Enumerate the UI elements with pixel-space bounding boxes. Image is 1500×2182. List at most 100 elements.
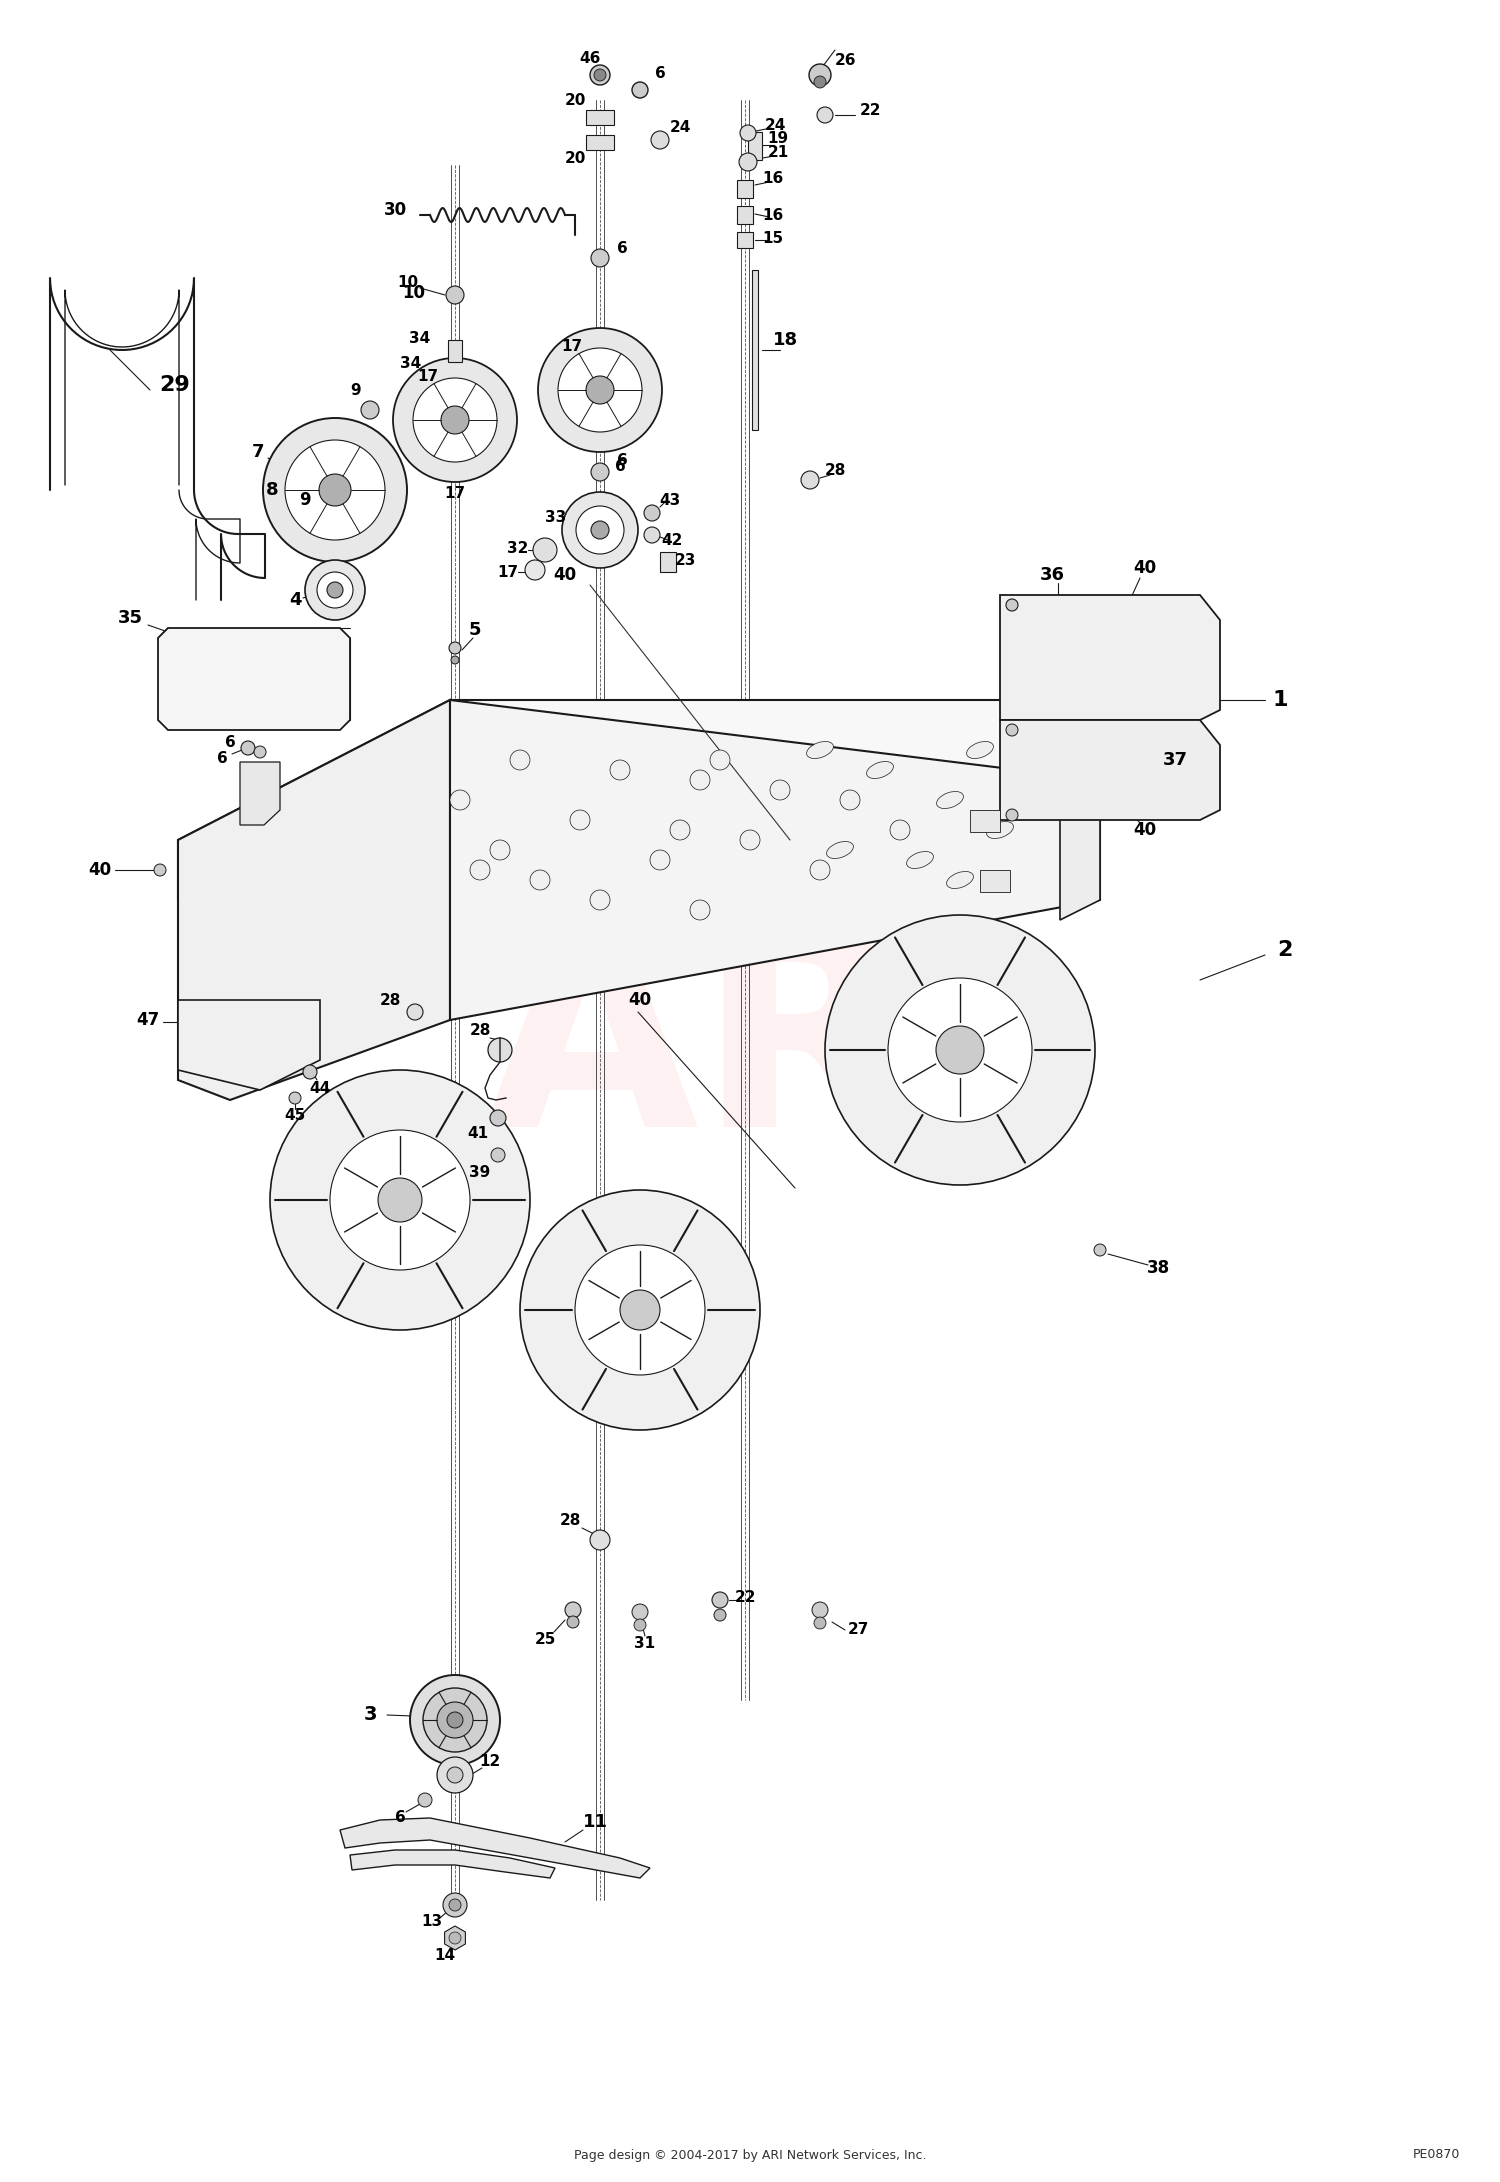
Polygon shape xyxy=(350,1850,555,1879)
Text: 9: 9 xyxy=(298,491,310,508)
Circle shape xyxy=(330,1130,470,1270)
Polygon shape xyxy=(448,340,462,362)
Circle shape xyxy=(590,890,610,910)
Circle shape xyxy=(590,1530,610,1549)
Polygon shape xyxy=(1060,779,1100,921)
Circle shape xyxy=(441,406,470,434)
Circle shape xyxy=(413,377,497,463)
Ellipse shape xyxy=(867,762,894,779)
Polygon shape xyxy=(178,999,320,1091)
Circle shape xyxy=(470,860,490,879)
Circle shape xyxy=(670,820,690,840)
Text: 41: 41 xyxy=(468,1126,489,1141)
Circle shape xyxy=(442,1894,466,1918)
Text: 6: 6 xyxy=(616,240,627,255)
Circle shape xyxy=(567,1617,579,1628)
Polygon shape xyxy=(178,700,1100,899)
Ellipse shape xyxy=(946,871,974,888)
Polygon shape xyxy=(736,179,753,199)
Polygon shape xyxy=(158,628,350,731)
Circle shape xyxy=(591,463,609,480)
Text: 43: 43 xyxy=(660,493,681,508)
Circle shape xyxy=(610,759,630,779)
Circle shape xyxy=(270,1069,530,1331)
Text: 19: 19 xyxy=(768,131,789,146)
Text: 24: 24 xyxy=(669,120,690,135)
Circle shape xyxy=(574,1246,705,1375)
Text: 34: 34 xyxy=(400,356,422,371)
Ellipse shape xyxy=(827,842,854,858)
Circle shape xyxy=(378,1178,422,1222)
Ellipse shape xyxy=(936,792,963,810)
Text: 6: 6 xyxy=(225,735,236,748)
Circle shape xyxy=(154,864,166,875)
Circle shape xyxy=(419,1794,432,1807)
Text: 42: 42 xyxy=(662,532,682,548)
Circle shape xyxy=(488,1039,512,1063)
Polygon shape xyxy=(178,700,450,1100)
Text: 17: 17 xyxy=(444,487,465,500)
Text: 27: 27 xyxy=(847,1623,868,1636)
Text: 12: 12 xyxy=(480,1754,501,1770)
Polygon shape xyxy=(586,135,613,151)
Circle shape xyxy=(590,65,610,85)
Circle shape xyxy=(448,642,460,655)
Text: 1: 1 xyxy=(1272,690,1287,709)
Text: 38: 38 xyxy=(1146,1259,1170,1276)
Circle shape xyxy=(591,521,609,539)
Text: 2: 2 xyxy=(1278,940,1293,960)
Circle shape xyxy=(562,491,638,567)
Circle shape xyxy=(520,1189,760,1429)
Polygon shape xyxy=(240,762,280,825)
Circle shape xyxy=(446,286,464,303)
Text: 31: 31 xyxy=(634,1636,656,1650)
Polygon shape xyxy=(586,109,613,124)
Text: 14: 14 xyxy=(435,1949,456,1964)
Circle shape xyxy=(815,1617,827,1630)
Circle shape xyxy=(650,851,670,871)
Text: 6: 6 xyxy=(394,1811,405,1826)
Circle shape xyxy=(406,1004,423,1019)
Circle shape xyxy=(452,657,459,663)
Polygon shape xyxy=(444,1927,465,1951)
Text: 18: 18 xyxy=(772,332,798,349)
Polygon shape xyxy=(660,552,676,572)
Text: 29: 29 xyxy=(159,375,190,395)
Circle shape xyxy=(447,1713,464,1728)
Circle shape xyxy=(262,419,407,563)
Text: 17: 17 xyxy=(498,565,519,580)
Text: 22: 22 xyxy=(735,1591,756,1606)
Circle shape xyxy=(712,1593,728,1608)
Circle shape xyxy=(570,810,590,829)
Circle shape xyxy=(634,1619,646,1630)
Polygon shape xyxy=(752,271,758,430)
Circle shape xyxy=(594,70,606,81)
Circle shape xyxy=(285,441,386,539)
Circle shape xyxy=(290,1091,302,1104)
Circle shape xyxy=(362,401,380,419)
Circle shape xyxy=(690,899,709,921)
Text: 37: 37 xyxy=(1162,751,1188,768)
Text: 23: 23 xyxy=(675,552,696,567)
Circle shape xyxy=(576,506,624,554)
Circle shape xyxy=(890,820,910,840)
Text: 7: 7 xyxy=(252,443,264,460)
Text: 16: 16 xyxy=(762,170,783,185)
Circle shape xyxy=(818,107,833,122)
Circle shape xyxy=(840,790,860,810)
Text: 40: 40 xyxy=(554,565,576,585)
Text: 6: 6 xyxy=(216,751,228,766)
Text: PE0870: PE0870 xyxy=(1413,2149,1460,2162)
Circle shape xyxy=(316,572,352,609)
Text: 28: 28 xyxy=(560,1512,580,1527)
Text: 6: 6 xyxy=(615,458,626,473)
Circle shape xyxy=(1007,810,1019,820)
Circle shape xyxy=(815,76,827,87)
Circle shape xyxy=(801,471,819,489)
Circle shape xyxy=(808,63,831,85)
Text: 4: 4 xyxy=(290,591,302,609)
Circle shape xyxy=(644,528,660,543)
Text: 5: 5 xyxy=(468,622,482,639)
Circle shape xyxy=(436,1757,472,1794)
Circle shape xyxy=(532,539,556,563)
